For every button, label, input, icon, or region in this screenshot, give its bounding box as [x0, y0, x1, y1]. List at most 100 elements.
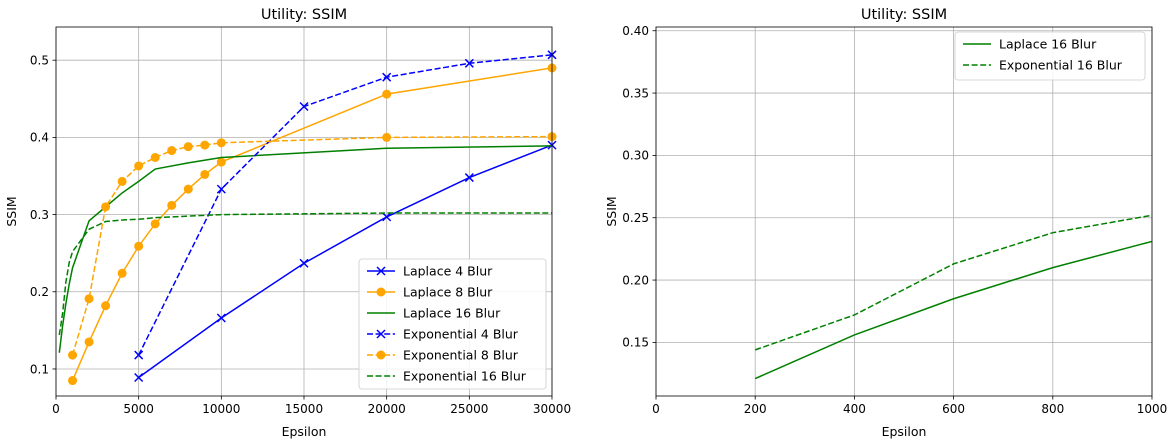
chart-1: 0 5000 10000 15000 20000 25000 30000 0.1 0.2 0.3 0…: [4, 7, 571, 439]
legend-entry: Exponential 8 Blur: [367, 347, 519, 362]
series-4: [134, 50, 557, 360]
data-point: [299, 258, 309, 268]
data-point: [464, 173, 474, 183]
series-3: [58, 145, 553, 353]
y-axis-label: SSIM: [604, 196, 619, 226]
y-axis-label: SSIM: [4, 196, 19, 226]
data-point: [134, 241, 144, 251]
series-6: [58, 212, 552, 336]
data-point: [200, 169, 210, 179]
tick-label-x: 600: [942, 402, 965, 416]
data-point: [167, 146, 177, 156]
legend-entry: Laplace 4 Blur: [367, 263, 493, 278]
legend-label: Laplace 16 Blur: [403, 305, 501, 320]
legend-label: Exponential 8 Blur: [403, 347, 519, 362]
tick-label-x: 20000: [368, 402, 406, 416]
x-axis-label: Epsilon: [882, 424, 927, 439]
data-point: [382, 132, 392, 142]
data-point: [84, 294, 94, 304]
legend-box: [358, 258, 547, 390]
data-point: [216, 184, 226, 194]
data-point: [150, 219, 160, 229]
series-line: [58, 145, 553, 353]
legend: Laplace 16 Blur Exponential 16 Blur: [954, 31, 1146, 81]
series-line: [754, 240, 1153, 380]
data-point: [299, 101, 309, 112]
data-point: [183, 142, 193, 152]
data-point: [382, 212, 392, 222]
axes-frame: [655, 26, 1153, 397]
legend-label: Exponential 4 Blur: [403, 326, 519, 341]
data-point: [117, 176, 127, 186]
data-point: [117, 268, 127, 278]
data-point: [183, 184, 193, 194]
tick-label-x: 0: [652, 402, 660, 416]
legend-entry: Exponential 16 Blur: [367, 368, 527, 383]
tick-label-y: 0.35: [622, 86, 649, 100]
data-point: [167, 200, 177, 210]
series-1: [754, 240, 1153, 380]
tick-label-y: 0.2: [30, 285, 49, 299]
data-point: [134, 161, 144, 171]
legend-label: Laplace 8 Blur: [403, 284, 493, 299]
legend-entry: Laplace 16 Blur: [963, 36, 1097, 51]
series-line: [137, 54, 553, 356]
legend-box: [954, 31, 1146, 81]
series-line: [71, 67, 553, 381]
data-point: [216, 313, 226, 323]
tick-label-x: 5000: [123, 402, 154, 416]
tick-label-y: 0.40: [622, 24, 649, 38]
tick-label-y: 0.25: [622, 211, 649, 225]
data-point: [68, 376, 78, 386]
x-axis-label: Epsilon: [282, 424, 327, 439]
data-point: [382, 72, 392, 82]
data-point: [101, 301, 111, 311]
data-point: [68, 350, 78, 360]
data-point: [464, 58, 474, 68]
legend-entry: Laplace 8 Blur: [367, 284, 493, 299]
legend-entry: Laplace 16 Blur: [367, 305, 501, 320]
legend-label: Exponential 16 Blur: [999, 57, 1123, 72]
tick-label-y: 0.20: [622, 273, 649, 287]
legend-label: Exponential 16 Blur: [403, 368, 527, 383]
data-point: [134, 372, 144, 383]
series-line: [754, 214, 1153, 351]
data-point: [216, 138, 226, 148]
series-1: [134, 140, 557, 383]
series-2: [68, 63, 557, 386]
data-point: [382, 89, 392, 99]
data-point: [101, 202, 111, 212]
series-line: [138, 144, 553, 379]
tick-label-x: 800: [1041, 402, 1064, 416]
tick-label-y: 0.4: [30, 131, 49, 145]
tick-label-y: 0.30: [622, 149, 649, 163]
tick-label-x: 200: [744, 402, 767, 416]
series-5: [68, 132, 557, 360]
data-point: [150, 152, 160, 162]
legend: Laplace 4 Blur Laplace 8 Blur Laplace 16 B…: [358, 258, 547, 390]
tick-label-y: 0.5: [30, 53, 49, 67]
tick-label-x: 1000: [1137, 402, 1168, 416]
chart-2: 0 200 400 600 800 1000 0.15 0.20 0.25 0.30 0.35 0.4…: [604, 7, 1167, 439]
tick-label-y: 0.1: [30, 362, 49, 376]
chart-title: Utility: SSIM: [261, 7, 347, 23]
data-point: [216, 157, 226, 167]
legend-entry: Exponential 16 Blur: [963, 57, 1123, 72]
series-2: [754, 214, 1153, 351]
legend-label: Laplace 16 Blur: [999, 36, 1097, 51]
chart-title: Utility: SSIM: [861, 7, 947, 23]
series-line: [58, 212, 552, 336]
tick-label-y: 0.3: [30, 208, 49, 222]
tick-label-x: 400: [843, 402, 866, 416]
tick-label-x: 15000: [285, 402, 323, 416]
legend-label: Laplace 4 Blur: [403, 263, 493, 278]
tick-label-x: 25000: [450, 402, 488, 416]
data-point: [84, 337, 94, 347]
series-line: [71, 135, 553, 356]
tick-label-x: 10000: [202, 402, 240, 416]
tick-label-x: 0: [52, 402, 60, 416]
legend-entry: Exponential 4 Blur: [367, 326, 519, 341]
tick-label-x: 30000: [533, 402, 571, 416]
data-point: [134, 350, 144, 360]
